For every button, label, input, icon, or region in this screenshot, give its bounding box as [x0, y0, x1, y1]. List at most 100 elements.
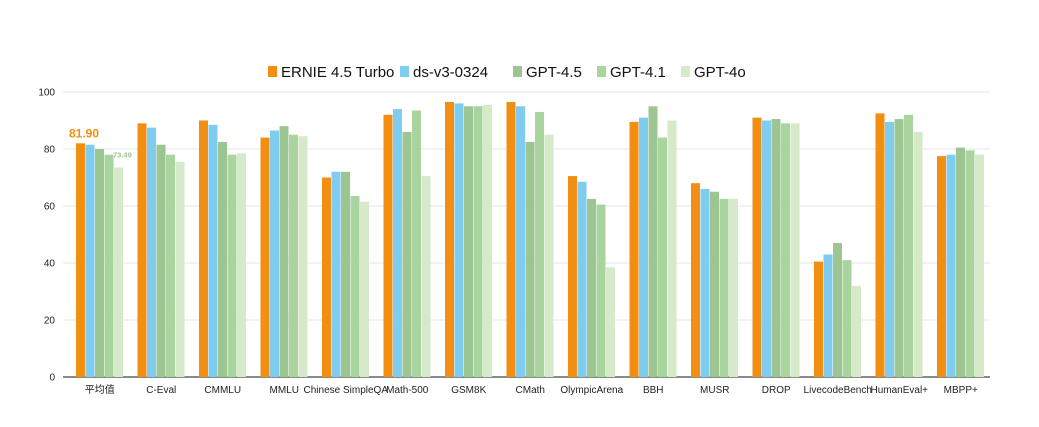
bar [639, 117, 648, 378]
y-tick-label: 20 [44, 316, 56, 327]
bar [752, 117, 762, 378]
bar [137, 123, 147, 377]
bar [227, 154, 237, 377]
bar [965, 150, 975, 377]
bar [516, 106, 525, 377]
bar [506, 101, 516, 377]
bar [946, 154, 956, 377]
bar [331, 171, 341, 377]
legend-swatch [513, 66, 522, 77]
data-label: 73.49 [113, 151, 132, 160]
bar [218, 141, 227, 377]
bar [700, 188, 710, 377]
bar [483, 104, 492, 377]
legend-label: GPT-4o [694, 64, 746, 81]
x-tick-label: OlympicArena [560, 385, 623, 396]
bar [852, 285, 861, 377]
bar [823, 254, 833, 377]
bar [298, 136, 308, 377]
bar [658, 137, 667, 377]
bar [322, 177, 331, 377]
legend-swatch [681, 66, 690, 77]
bar [147, 127, 156, 377]
x-tick-label: CMMLU [204, 385, 241, 396]
bar [875, 113, 885, 377]
bar [464, 106, 473, 377]
bar [454, 103, 464, 378]
bar [175, 161, 185, 377]
x-tick-label: Math-500 [386, 385, 429, 396]
legend-label: ds-v3-0324 [413, 64, 488, 81]
x-tick-label: HumanEval+ [870, 385, 928, 396]
bar [913, 131, 923, 377]
bar [85, 144, 95, 377]
bar [208, 124, 218, 378]
bar [790, 123, 800, 377]
bar [648, 106, 658, 377]
bar [587, 198, 596, 377]
bar [568, 176, 577, 377]
x-tick-label: MMLU [270, 385, 299, 396]
bar [402, 131, 412, 377]
bars [76, 101, 984, 378]
legend-swatch [268, 66, 277, 77]
bar [350, 196, 360, 377]
bar [729, 198, 738, 377]
bar [629, 121, 639, 377]
y-tick-label: 80 [44, 145, 56, 156]
annotations: 81.90 73.49 [69, 126, 132, 159]
bar [596, 204, 606, 377]
x-tick-label: LivecodeBench [804, 385, 872, 396]
bar [445, 101, 454, 377]
bar [842, 260, 852, 377]
bar [393, 109, 402, 377]
bar [289, 134, 298, 377]
bar [412, 110, 421, 378]
x-tick-label: C-Eval [146, 385, 176, 396]
bar [341, 171, 350, 377]
bar [814, 261, 823, 377]
bar [606, 267, 615, 377]
y-axis-ticks: 0 20 40 60 80 100 [38, 88, 55, 384]
y-tick-label: 0 [49, 373, 55, 384]
bar [535, 111, 544, 377]
bar [956, 147, 965, 377]
bar [710, 191, 719, 377]
bar [76, 143, 85, 377]
x-tick-label: DROP [762, 385, 791, 396]
bar [771, 119, 781, 377]
x-tick-label: MUSR [700, 385, 729, 396]
legend-label: GPT-4.1 [610, 64, 666, 81]
bar [894, 119, 904, 377]
bar [383, 114, 393, 378]
y-tick-label: 100 [38, 88, 55, 99]
legend: ERNIE 4.5 Turbo ds-v3-0324 GPT-4.5 GPT-4.1 G… [268, 64, 746, 81]
bar [544, 134, 554, 377]
bar [667, 120, 677, 377]
bar [360, 201, 369, 377]
bar [577, 181, 587, 377]
bar [260, 137, 270, 377]
legend-swatch [597, 66, 606, 77]
bar [937, 156, 946, 377]
bar [975, 154, 984, 377]
bar [691, 183, 700, 377]
legend-label: GPT-4.5 [526, 64, 582, 81]
legend-label: ERNIE 4.5 Turbo [281, 64, 394, 81]
x-tick-label: Chinese SimpleQA [304, 385, 389, 396]
bar [904, 114, 913, 378]
bar [237, 153, 246, 377]
bar [762, 120, 771, 377]
bar [114, 167, 123, 377]
bar [885, 121, 894, 377]
bar [833, 243, 842, 377]
bar [95, 149, 104, 377]
bar [166, 154, 175, 377]
legend-swatch [400, 66, 409, 77]
bar [525, 141, 535, 377]
bar [473, 106, 483, 377]
bar [156, 144, 166, 377]
bar [421, 176, 431, 377]
y-tick-label: 60 [44, 202, 56, 213]
